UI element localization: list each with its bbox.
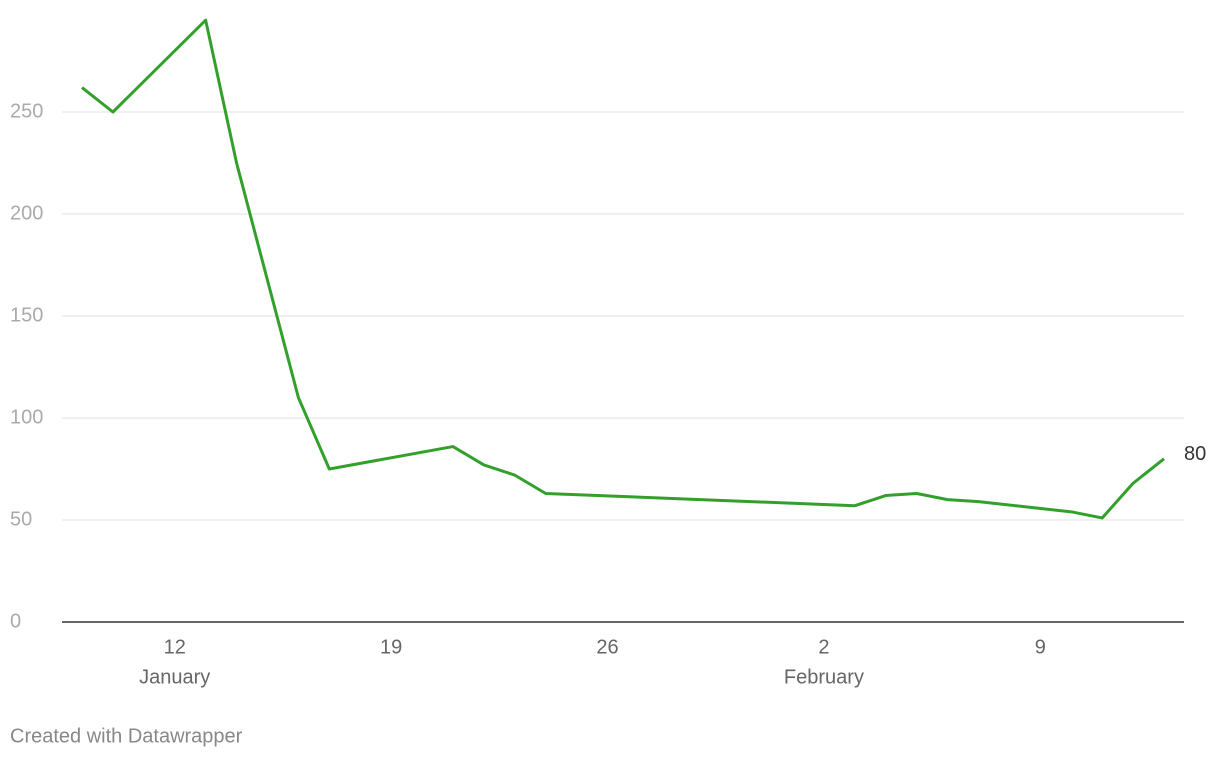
y-tick-label: 0 — [10, 610, 21, 632]
x-tick-label: 12 — [164, 636, 186, 658]
x-tick-label: 26 — [596, 636, 618, 658]
y-tick-label: 50 — [10, 508, 32, 530]
y-tick-label: 250 — [10, 100, 43, 122]
x-tick-label: 2 — [818, 636, 829, 658]
x-tick-label: 9 — [1035, 636, 1046, 658]
x-month-label: January — [139, 666, 210, 688]
credit: Created with Datawrapper — [10, 725, 243, 747]
y-tick-label: 200 — [10, 202, 43, 224]
end-label: 80 — [1184, 443, 1206, 465]
y-tick-label: 150 — [10, 304, 43, 326]
x-tick-label: 19 — [380, 636, 402, 658]
line — [81, 18, 1165, 520]
x-month-label: February — [784, 666, 864, 688]
y-tick-label: 100 — [10, 406, 43, 428]
